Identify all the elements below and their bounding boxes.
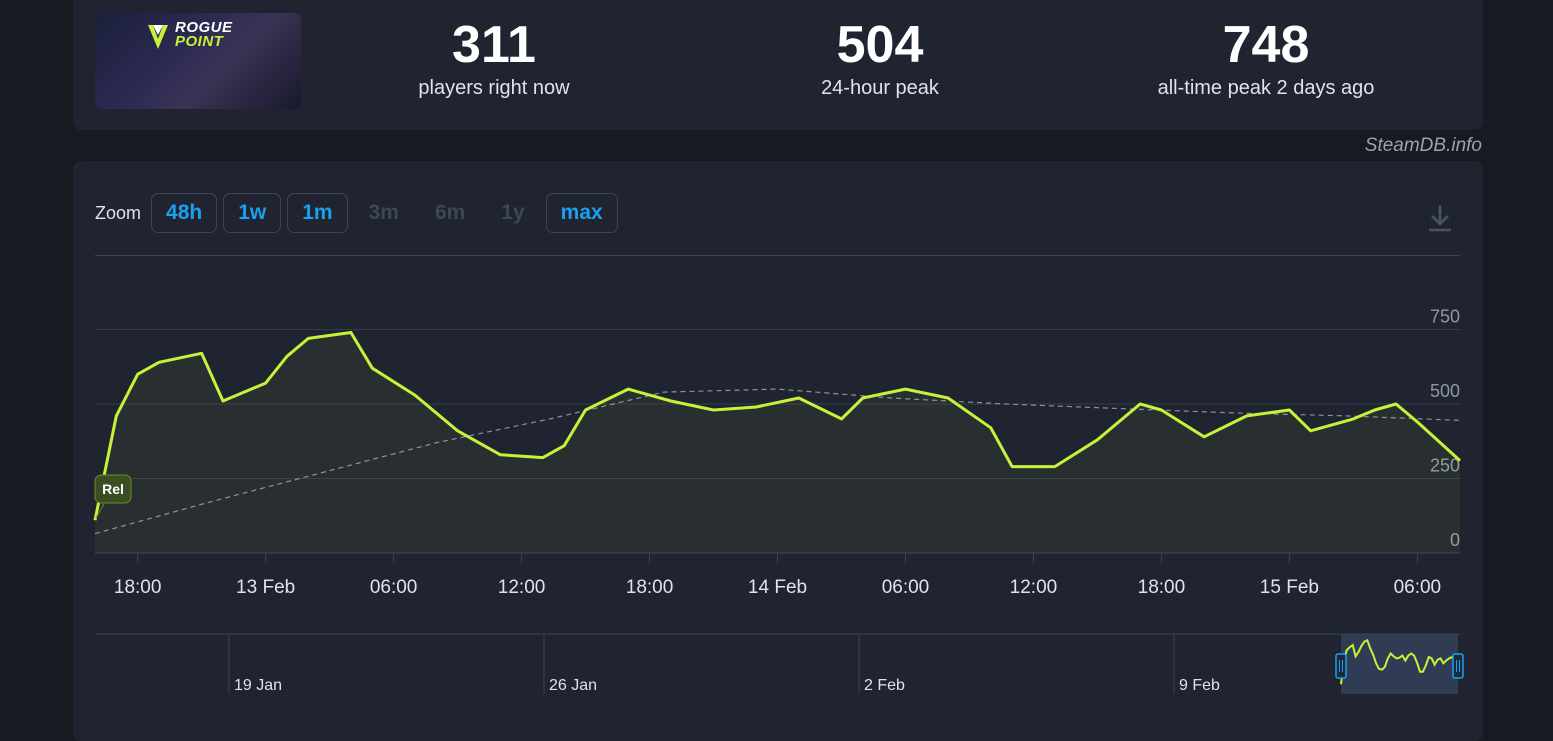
zoom-button-1w[interactable]: 1w <box>223 193 281 233</box>
game-logo-text: ROGUE POINT <box>175 21 233 49</box>
zoom-label: Zoom <box>95 203 141 224</box>
zoom-button-6m: 6m <box>420 193 480 233</box>
stat-current-players: 311 players right now <box>344 14 644 100</box>
brand-link[interactable]: SteamDB.info <box>1365 135 1482 157</box>
download-icon[interactable] <box>1427 203 1453 233</box>
game-thumbnail[interactable]: ROGUE POINT <box>95 13 301 109</box>
stat-all-time-peak: 748 all-time peak 2 days ago <box>1116 14 1416 100</box>
zoom-button-1m[interactable]: 1m <box>287 193 347 233</box>
stat-24h-peak: 504 24-hour peak <box>730 14 1030 100</box>
stat-label: 24-hour peak <box>730 76 1030 100</box>
zoom-button-3m: 3m <box>354 193 414 233</box>
stat-label: all-time peak 2 days ago <box>1116 76 1416 100</box>
stats-card: ROGUE POINT 311 players right now 504 24… <box>73 0 1483 130</box>
game-logo-line2: POINT <box>175 35 233 49</box>
stat-value: 748 <box>1116 14 1416 76</box>
zoom-button-1y: 1y <box>486 193 539 233</box>
zoom-button-max[interactable]: max <box>546 193 618 233</box>
stat-value: 311 <box>344 14 644 76</box>
stat-value: 504 <box>730 14 1030 76</box>
game-logo-icon <box>147 23 169 51</box>
zoom-button-48h[interactable]: 48h <box>151 193 217 233</box>
stat-label: players right now <box>344 76 644 100</box>
